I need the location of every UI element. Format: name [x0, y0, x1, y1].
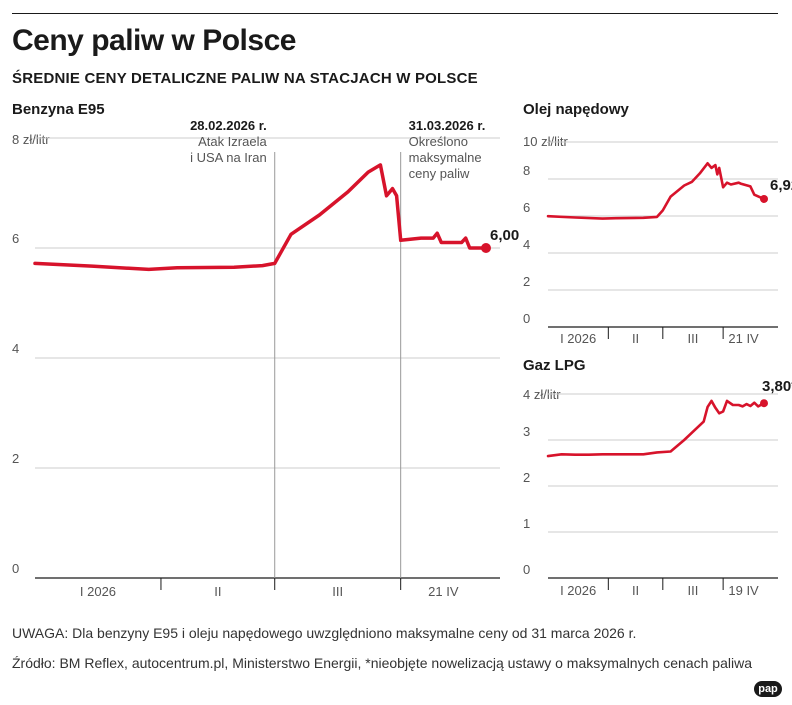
y-tick-labels: 3 2 1 0 [523, 424, 530, 577]
end-point-marker [760, 194, 768, 203]
annotation-text: i USA na Iran [190, 150, 267, 165]
page-subtitle: ŚREDNIE CENY DETALICZNE PALIW NA STACJAC… [12, 70, 478, 87]
x-tick-label: III [332, 584, 343, 599]
series-line [33, 163, 488, 272]
y-tick-labels: 8 6 4 2 0 [523, 163, 530, 326]
annotation-text: Atak Izraela [198, 134, 267, 149]
unit-label: 10 zł/litr [523, 134, 568, 149]
x-tick-label: 21 IV [428, 584, 459, 599]
source-text: Źródło: BM Reflex, autocentrum.pl, Minis… [12, 655, 752, 671]
chart-title: Gaz LPG [523, 357, 586, 374]
annotation-text: ceny paliw [409, 166, 470, 181]
annotation-date: 31.03.2026 r. [409, 118, 486, 133]
x-tick-labels: I 2026 II III 19 IV [560, 583, 759, 598]
unit-label: 8 zł/litr [12, 132, 50, 147]
x-tick-label: III [688, 583, 699, 598]
annotation-text: maksymalne [409, 150, 482, 165]
x-tick-labels: I 2026 II III 21 IV [560, 331, 759, 346]
x-dividers [160, 152, 402, 590]
x-tick-label: II [632, 331, 639, 346]
y-tick-labels: 6 4 2 0 [12, 231, 19, 576]
series-layer [33, 163, 491, 272]
x-dividers [607, 327, 724, 339]
y-gridlines [548, 141, 778, 328]
x-tick-label: 21 IV [728, 331, 759, 346]
y-tick-label: 3 [523, 424, 530, 439]
y-tick-label: 4 [523, 237, 530, 252]
y-tick-label: 4 [12, 341, 19, 356]
y-tick-label: 1 [523, 516, 530, 531]
x-tick-label: II [214, 584, 221, 599]
y-tick-label: 0 [523, 562, 530, 577]
page-title: Ceny paliw w Polsce [12, 24, 296, 57]
y-tick-label: 6 [523, 200, 530, 215]
x-tick-label: 19 IV [728, 583, 759, 598]
y-tick-label: 0 [523, 311, 530, 326]
end-point-marker [760, 399, 768, 408]
x-tick-label: I 2026 [560, 583, 596, 598]
end-point-marker [481, 243, 491, 253]
annotation-date: 28.02.2026 r. [190, 118, 267, 133]
x-tick-labels: I 2026 II III 21 IV [80, 584, 459, 599]
y-tick-label: 2 [523, 470, 530, 485]
y-gridlines [548, 393, 778, 579]
y-tick-label: 0 [12, 561, 19, 576]
y-tick-label: 6 [12, 231, 19, 246]
pap-logo: pap [754, 681, 782, 697]
y-gridlines [35, 137, 500, 579]
unit-label: 4 zł/litr [523, 387, 561, 402]
annotation-text: Określono [409, 134, 468, 149]
series-line [546, 162, 766, 220]
chart-title: Benzyna E95 [12, 101, 105, 118]
chart-title: Olej napędowy [523, 101, 630, 118]
x-dividers [607, 578, 724, 590]
series-layer [546, 162, 768, 220]
x-tick-label: III [688, 331, 699, 346]
y-tick-label: 8 [523, 163, 530, 178]
end-value-label: 6,92 [770, 177, 792, 194]
x-tick-label: I 2026 [80, 584, 116, 599]
top-rule [12, 13, 778, 14]
y-tick-label: 2 [12, 451, 19, 466]
end-value-label: 3,80* [762, 378, 792, 395]
x-tick-label: II [632, 583, 639, 598]
y-tick-label: 2 [523, 274, 530, 289]
end-value-label: 6,00 [490, 227, 519, 244]
note-text: UWAGA: Dla benzyny E95 i oleju napędoweg… [12, 625, 637, 641]
series-layer [546, 399, 768, 458]
series-line [546, 399, 766, 458]
x-tick-label: I 2026 [560, 331, 596, 346]
